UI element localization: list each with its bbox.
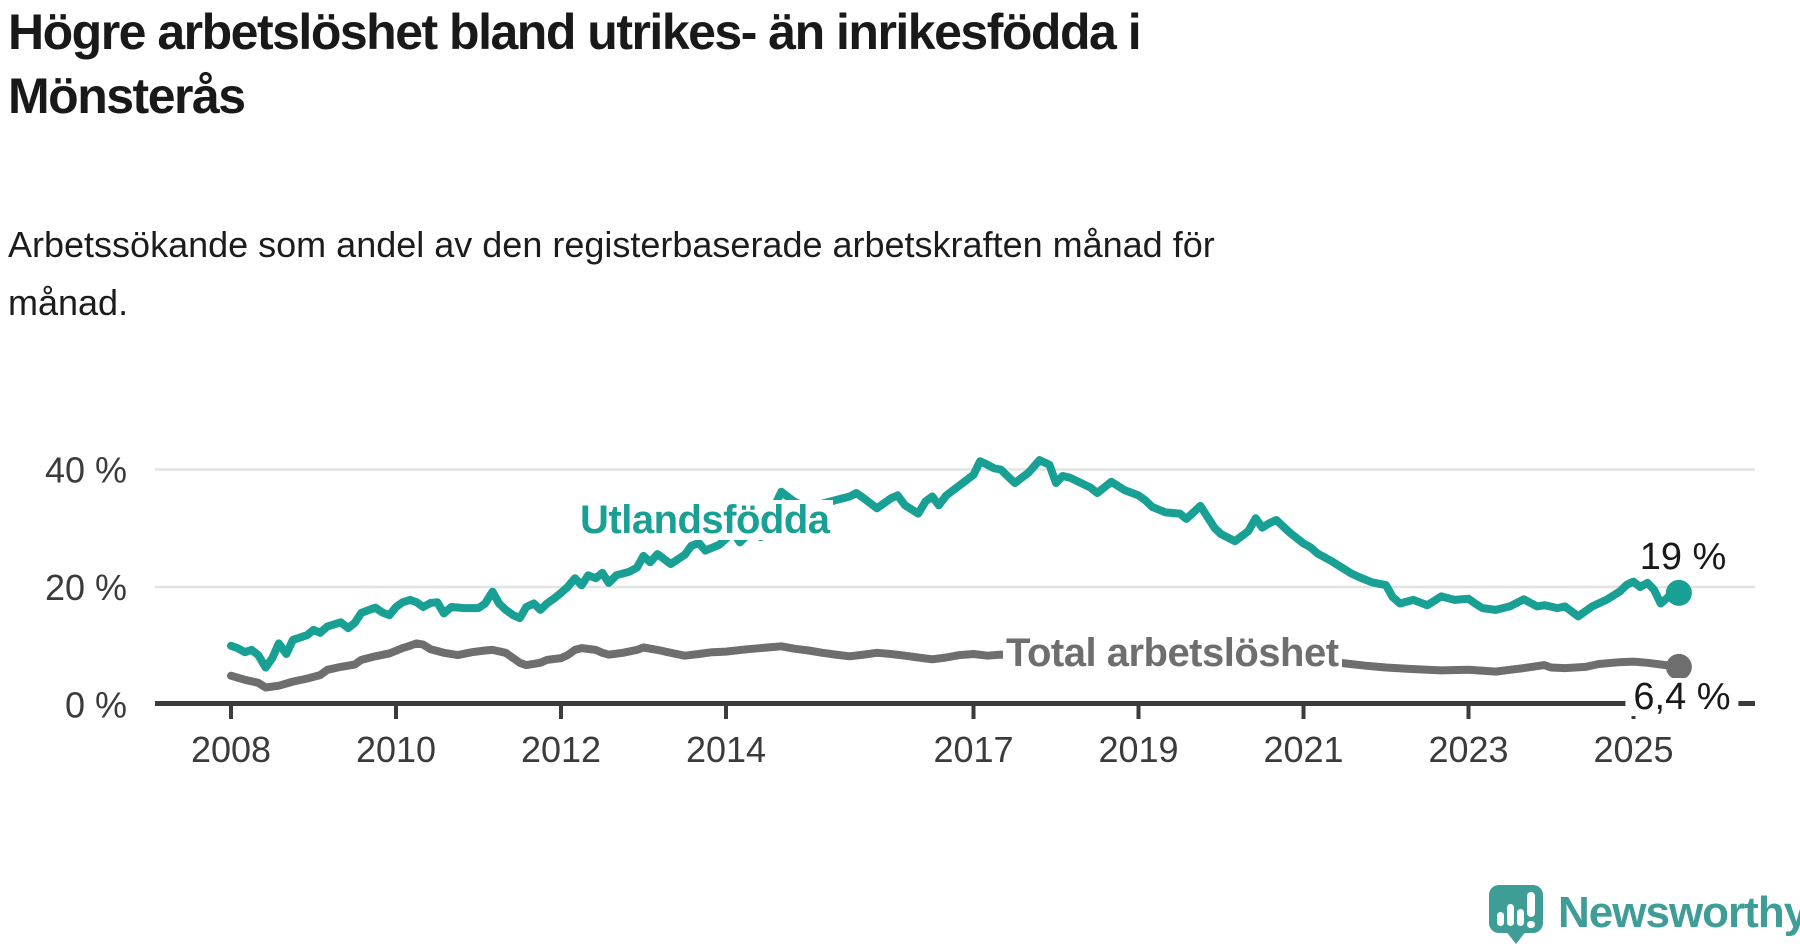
page-subtitle-line-1: Arbetssökande som andel av den registerb…	[8, 224, 1215, 265]
page-title-line-2: Mönsterås	[8, 68, 246, 124]
series-label-utlandsfodda: Utlandsfödda	[577, 500, 833, 540]
newsworthy-logo-icon	[1489, 885, 1543, 944]
newsworthy-logo-text: Newsworthy	[1558, 888, 1800, 937]
end-dot-total-arbetsloshet	[1665, 653, 1692, 680]
y-tick-label-0: 0 %	[65, 685, 127, 726]
y-tick-label-20: 20 %	[45, 567, 127, 608]
x-tick-label-2010: 2010	[356, 729, 436, 770]
x-tick-label-2017: 2017	[933, 729, 1013, 770]
page-title-line-1: Högre arbetslöshet bland utrikes- än inr…	[8, 4, 1142, 60]
x-tick-label-2019: 2019	[1098, 729, 1178, 770]
page-subtitle: Arbetssökande som andel av den registerb…	[8, 216, 1488, 332]
x-tick-label-2014: 2014	[686, 729, 766, 770]
x-tick-label-2021: 2021	[1263, 729, 1343, 770]
y-tick-label-40: 40 %	[45, 450, 127, 491]
series-line-utlandsfodda	[227, 456, 1683, 672]
end-value-label-total-arbetsloshet: 6,4 %	[1625, 678, 1739, 716]
series-line-total-arbetsloshet	[227, 639, 1683, 692]
end-value-label-utlandsfodda: 19 %	[1639, 536, 1727, 578]
newsworthy-logo: Newsworthy	[1488, 884, 1800, 946]
x-tick-label-2023: 2023	[1428, 729, 1508, 770]
page-title: Högre arbetslöshet bland utrikes- än inr…	[8, 0, 1528, 128]
end-dot-utlandsfodda	[1665, 579, 1692, 606]
page-subtitle-line-2: månad.	[8, 282, 129, 323]
x-tick-label-2025: 2025	[1593, 729, 1673, 770]
x-tick-label-2012: 2012	[521, 729, 601, 770]
x-tick-label-2008: 2008	[191, 729, 271, 770]
series-label-total-arbetsloshet: Total arbetslöshet	[1003, 633, 1342, 673]
